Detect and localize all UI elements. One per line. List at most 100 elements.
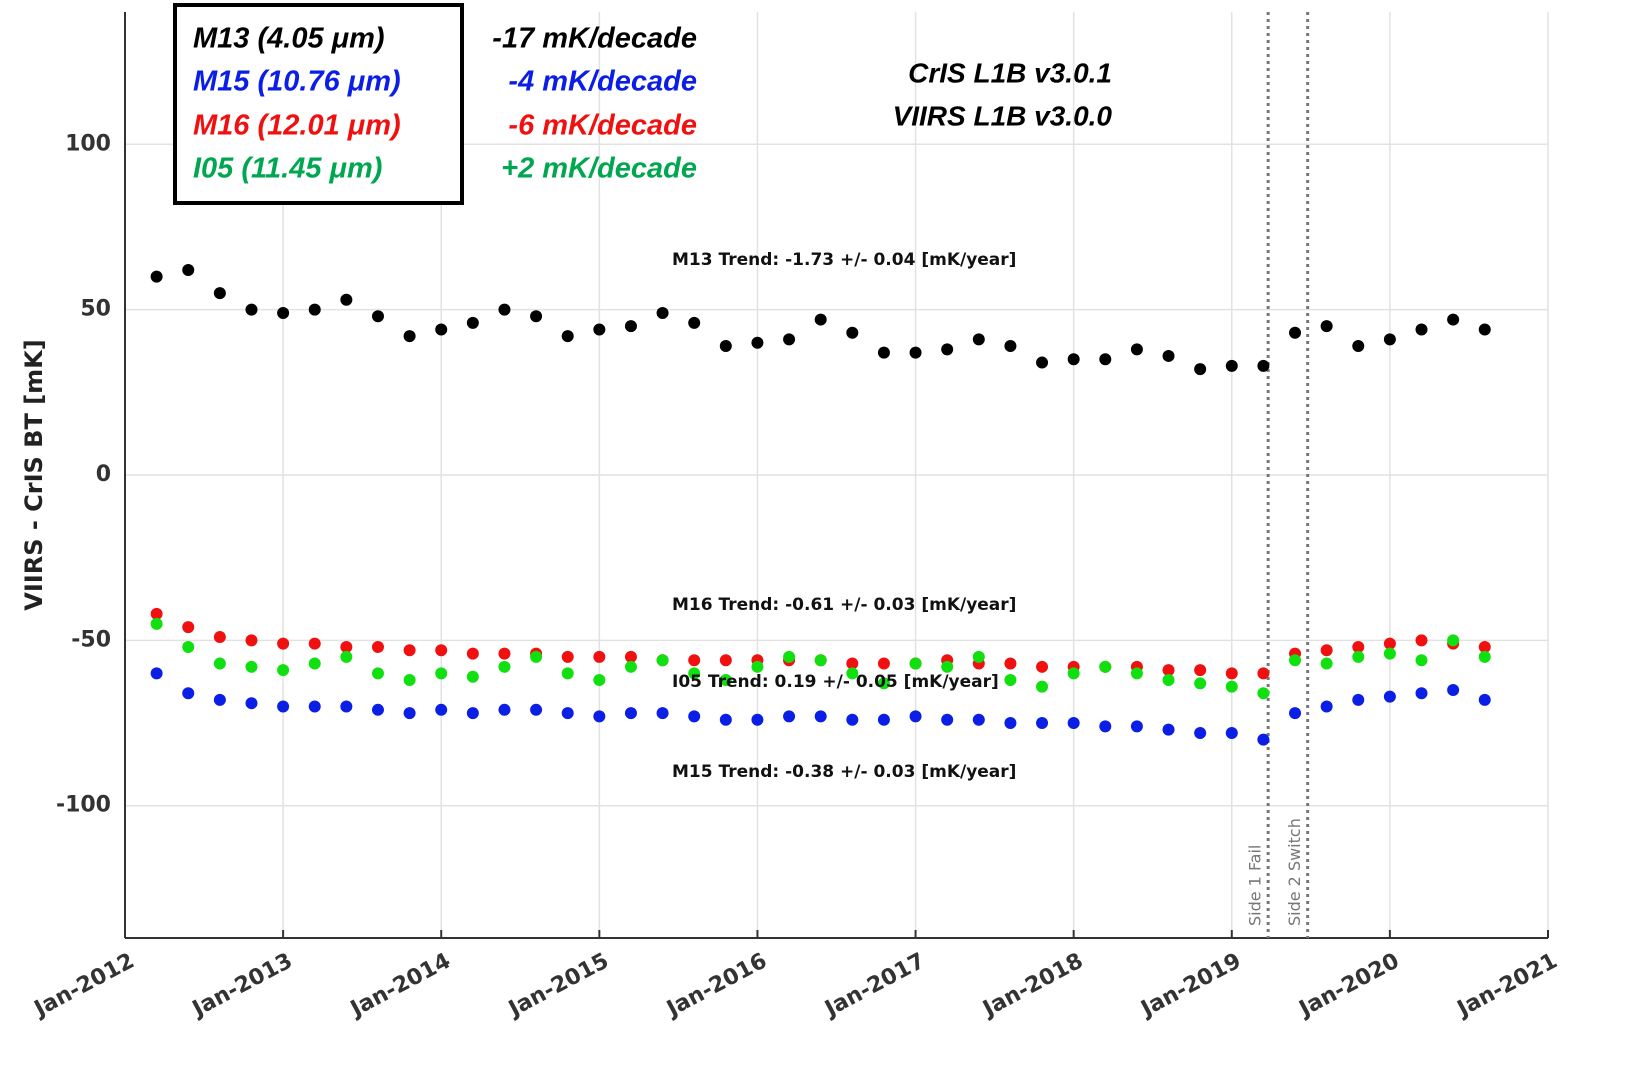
data-point [1447,634,1460,647]
data-point [245,697,258,710]
data-point [277,306,290,319]
data-point [1447,683,1460,696]
data-point [182,621,195,634]
data-point [846,657,859,670]
data-point [719,674,732,687]
data-point [1383,647,1396,660]
data-point [1162,349,1175,362]
data-point [1415,634,1428,647]
data-point [656,707,669,720]
data-point [624,650,637,663]
data-point [1289,654,1302,667]
data-point [972,713,985,726]
data-point [371,667,384,680]
data-point [624,320,637,333]
data-point [1067,717,1080,730]
x-tick-label: Jan-2013 [187,949,297,1023]
data-point [877,346,890,359]
data-point [941,713,954,726]
data-point [182,640,195,653]
data-point [530,310,543,323]
data-point [308,700,321,713]
x-tick-label: Jan-2017 [819,949,929,1023]
version-label: CrIS L1B v3.0.1 [908,57,1112,88]
data-point [1004,657,1017,670]
data-point [783,710,796,723]
y-tick-label: 50 [80,297,111,322]
data-point [435,323,448,336]
data-point [719,713,732,726]
data-point [593,323,606,336]
data-point [846,667,859,680]
data-point [1004,340,1017,353]
data-point [1225,667,1238,680]
trend-note: M13 Trend: -1.73 +/- 0.04 [mK/year] [672,250,1016,270]
data-point [371,640,384,653]
data-point [593,710,606,723]
data-point [783,333,796,346]
y-tick-label: -50 [71,627,111,652]
x-tick-label: Jan-2021 [1452,949,1562,1023]
data-point [466,316,479,329]
trend-note: I05 Trend: 0.19 +/- 0.05 [mK/year] [672,672,999,692]
data-point [1415,687,1428,700]
trend-note: M16 Trend: -0.61 +/- 0.03 [mK/year] [672,595,1016,615]
x-tick-label: Jan-2015 [503,949,613,1023]
data-point [1415,323,1428,336]
data-point [1225,680,1238,693]
data-point [277,700,290,713]
data-point [308,303,321,316]
x-tick-label: Jan-2014 [345,949,455,1023]
data-point [1194,363,1207,376]
data-point [1036,660,1049,673]
data-point [656,654,669,667]
data-point [1099,353,1112,366]
x-tick-label: Jan-2020 [1294,949,1404,1023]
data-point [688,667,701,680]
data-point [1383,690,1396,703]
y-axis-label: VIIRS - CrIS BT [mK] [20,339,48,610]
data-point [498,303,511,316]
data-point [941,343,954,356]
data-point [277,664,290,677]
y-tick-label: -100 [56,793,111,818]
data-point [435,667,448,680]
event-label: Side 1 Fail [1246,845,1265,926]
data-point [277,637,290,650]
data-point [340,650,353,663]
data-point [1383,333,1396,346]
data-point [1352,693,1365,706]
data-point [213,657,226,670]
data-point [182,263,195,276]
data-point [751,660,764,673]
data-point [561,707,574,720]
data-point [1162,664,1175,677]
legend-entry: M15 (10.76 μm) [193,66,401,98]
data-point [751,336,764,349]
data-point [213,287,226,300]
data-point [530,650,543,663]
legend-entry: M16 (12.01 μm) [193,110,401,142]
x-tick-label: Jan-2019 [1136,949,1246,1023]
data-point [498,660,511,673]
data-point [719,340,732,353]
data-point [1194,726,1207,739]
version-label: VIIRS L1B v3.0.0 [893,100,1113,131]
data-point [1257,359,1270,372]
data-point [150,617,163,630]
data-point [719,654,732,667]
data-point [150,667,163,680]
data-point [498,647,511,660]
data-point [1194,664,1207,677]
data-point [1478,640,1491,653]
data-point [213,693,226,706]
data-point [150,270,163,283]
data-point [1130,720,1143,733]
data-point [688,316,701,329]
trend-note: M15 Trend: -0.38 +/- 0.03 [mK/year] [672,762,1016,782]
data-point [1130,667,1143,680]
data-point [846,713,859,726]
x-tick-label: Jan-2012 [29,949,139,1023]
y-tick-label: 0 [96,462,111,487]
data-point [1036,356,1049,369]
